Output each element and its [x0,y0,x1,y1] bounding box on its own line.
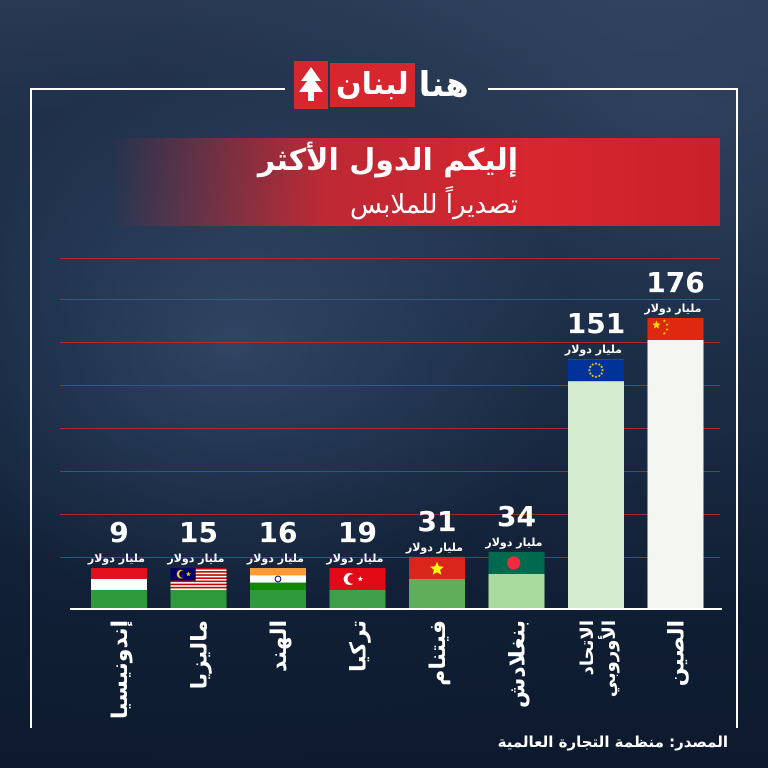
category-label: إندونيسيا [108,620,133,719]
value-label: 9 [109,516,128,549]
gridline [60,385,720,386]
category-label: تركيا [347,620,372,672]
logo: لبنان هنا [294,58,476,112]
unit-label: مليار دولار [325,552,383,565]
unit-label: مليار دولار [405,541,463,554]
value-label: 16 [259,516,298,549]
bangladesh-flag [488,551,545,574]
unit-label: مليار دولار [87,552,145,565]
category-label: الهند [267,620,292,672]
gridline [60,428,720,429]
gridline [60,514,720,515]
source-note: المصدر: منظمة التجارة العالمية [497,733,728,751]
eu-flag [568,359,624,382]
unit-label: مليار دولار [564,343,622,356]
frame-line [736,88,738,728]
category-label: ماليزيا [188,620,213,689]
chart-subtitle: تصديراً للملابس [350,190,518,220]
unit-label: مليار دولار [166,552,224,565]
category-label: الأوروبي [598,620,620,697]
bar-6 [568,359,624,608]
india-flag [250,568,306,590]
gridline [60,299,720,300]
category-label: الاتحاد [577,620,598,675]
indonesia-flag [91,568,147,590]
logo-red-text: لبنان [330,63,415,107]
vietnam-flag [409,556,465,579]
value-label: 176 [646,266,704,299]
frame-line [30,88,32,728]
gridline [60,471,720,472]
category-label: الصين [665,620,690,686]
unit-label: مليار دولار [643,302,701,315]
unit-label: مليار دولار [246,552,304,565]
x-axis-line [70,608,722,610]
turkey-flag [329,568,386,590]
frame-line [30,88,285,90]
value-label: 15 [179,516,218,549]
category-label: بنغلادش [506,620,531,708]
value-label: 34 [497,500,536,533]
gridline [60,258,720,259]
frame-line [488,88,738,90]
chart-title: إليكم الدول الأكثر [257,143,518,178]
gridline [60,342,720,343]
bar-7 [647,318,704,608]
value-label: 19 [338,516,377,549]
gridline [60,557,720,558]
cedar-logo-icon [294,61,328,109]
value-label: 151 [567,307,625,340]
unit-label: مليار دولار [484,536,542,549]
value-label: 31 [418,505,457,538]
logo-white-text: هنا [418,65,469,105]
category-label: فيتنام [426,620,451,686]
malaysia-flag [170,568,227,590]
china-flag [647,318,704,340]
title-band [110,138,720,226]
